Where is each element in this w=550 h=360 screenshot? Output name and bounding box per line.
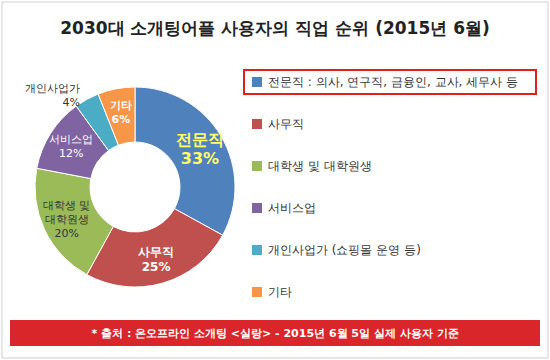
svg-text:25%: 25% <box>142 260 171 274</box>
svg-text:6%: 6% <box>112 113 131 126</box>
svg-text:대학생 및: 대학생 및 <box>43 199 91 212</box>
svg-text:서비스업: 서비스업 <box>49 133 93 146</box>
svg-text:대학원생: 대학원생 <box>45 213 89 226</box>
svg-text:2030대 소개팅어플 사용자의 직업 순위 (2015년: 2030대 소개팅어플 사용자의 직업 순위 (2015년 6월) <box>60 18 490 38</box>
svg-text:기타: 기타 <box>110 99 132 112</box>
svg-text:대학생 및 대학원생: 대학생 및 대학원생 <box>268 159 372 173</box>
svg-text:개인사업가 (쇼핑몰 운영 등): 개인사업가 (쇼핑몰 운영 등) <box>268 243 421 257</box>
svg-text:전문직: 전문직 <box>176 130 224 149</box>
svg-text:33%: 33% <box>181 149 219 168</box>
svg-text:20%: 20% <box>54 227 78 240</box>
svg-text:12%: 12% <box>59 147 83 160</box>
svg-text:사무직: 사무직 <box>268 117 304 131</box>
svg-text:* 출처 : 온오프라인 소개팅 <실랑> - 2015년: * 출처 : 온오프라인 소개팅 <실랑> - 2015년 6월 5일 실제 사… <box>91 327 458 340</box>
svg-text:서비스업: 서비스업 <box>268 201 316 215</box>
svg-text:4%: 4% <box>62 96 79 109</box>
svg-text:개인사업가: 개인사업가 <box>25 82 80 95</box>
svg-text:전문직 : 의사, 연구직, 금융인, 교사, 세무사 등: 전문직 : 의사, 연구직, 금융인, 교사, 세무사 등 <box>268 75 518 89</box>
svg-text:사무직: 사무직 <box>138 245 174 259</box>
svg-text:기타: 기타 <box>268 285 292 299</box>
